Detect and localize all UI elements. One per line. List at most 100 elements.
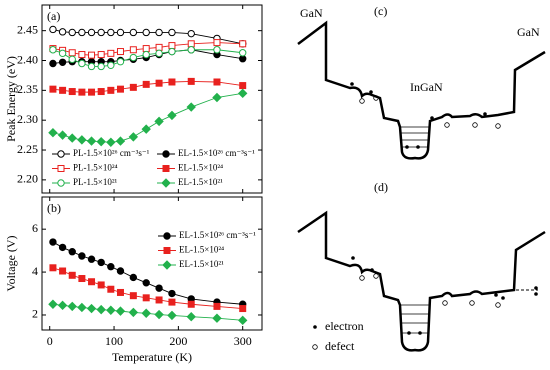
marker (187, 40, 195, 48)
marker (168, 298, 176, 306)
y-tick-label: 6 (32, 221, 38, 235)
marker (87, 255, 96, 263)
marker (97, 51, 105, 59)
label: GaN (517, 25, 540, 39)
marker (97, 62, 105, 71)
marker (57, 300, 68, 311)
marker (141, 308, 151, 318)
legend-label: EL-1.5×10²⁶ cm⁻³s⁻¹ (178, 148, 255, 158)
electrons (313, 256, 538, 335)
marker (168, 78, 176, 86)
plot-frame (41, 4, 263, 194)
y-tick-label: 2.25 (17, 142, 38, 156)
x-tick-label: 0 (47, 334, 53, 348)
marker (97, 281, 105, 289)
marker (129, 273, 138, 282)
marker (142, 294, 150, 302)
marker (78, 275, 86, 283)
marker (239, 82, 247, 90)
marker (155, 284, 163, 292)
marker (213, 39, 221, 47)
marker (154, 116, 164, 127)
marker (129, 28, 138, 37)
legend-label: PL-1.5×10²¹ (73, 177, 118, 187)
marker (57, 130, 68, 140)
marker (88, 278, 96, 286)
marker (167, 110, 177, 121)
marker (168, 289, 176, 298)
x-tick-label: 200 (169, 334, 187, 348)
levels (400, 304, 430, 334)
y-tick-label: 2.20 (17, 172, 38, 186)
y-tick-label: 2.40 (17, 52, 38, 66)
marker (49, 238, 57, 246)
legend-label: EL-1.5×10²⁴ (179, 245, 224, 255)
legend-label: PL-1.5×10²⁶ cm⁻³s⁻¹ (73, 148, 150, 158)
marker (162, 150, 170, 158)
marker (116, 85, 124, 93)
marker (67, 301, 77, 312)
marker (239, 305, 247, 313)
marker (59, 267, 67, 275)
marker (68, 49, 76, 57)
diagram-d (297, 210, 546, 352)
marker (128, 132, 139, 142)
legend-label: EL-1.5×10²⁶ cm⁻³s⁻¹ (179, 230, 256, 240)
marker (58, 49, 67, 58)
marker (107, 28, 115, 37)
marker (116, 57, 125, 66)
marker (213, 302, 221, 310)
marker (141, 124, 151, 134)
legend-label: defect (325, 339, 355, 353)
legend-label: EL-1.5×10²¹ (178, 177, 223, 187)
marker (116, 48, 124, 56)
panel-label: (d) (374, 180, 388, 194)
marker (155, 79, 163, 87)
marker (78, 28, 86, 37)
marker (187, 77, 195, 85)
marker (97, 28, 105, 37)
marker (58, 28, 67, 36)
marker (115, 306, 126, 316)
marker (168, 42, 176, 50)
y-tick-label: 2.35 (17, 82, 38, 96)
marker (142, 279, 150, 287)
marker (107, 86, 115, 94)
marker (186, 311, 196, 322)
marker (187, 29, 195, 38)
marker (115, 136, 126, 146)
marker (96, 304, 106, 315)
marker (116, 267, 125, 275)
marker (78, 88, 86, 96)
marker (239, 55, 247, 63)
marker (87, 62, 96, 71)
y-tick-label: 2.45 (17, 22, 38, 36)
band-edge (297, 20, 546, 160)
marker (77, 302, 87, 313)
marker (107, 49, 115, 57)
marker (129, 83, 137, 91)
marker (86, 136, 97, 146)
plot-frame (41, 196, 263, 331)
defects (359, 95, 501, 129)
marker (57, 165, 65, 172)
marker (116, 28, 125, 37)
defects (312, 273, 501, 350)
legend-label: EL-1.5×10²⁴ (178, 163, 223, 173)
marker (129, 53, 138, 62)
marker (168, 47, 176, 56)
marker (68, 248, 76, 256)
marker (162, 260, 172, 270)
y-axis-label: Peak Energy (eV) (4, 56, 18, 142)
marker (49, 25, 57, 34)
marker (163, 232, 171, 240)
marker (142, 80, 150, 88)
marker (106, 137, 116, 147)
marker (67, 133, 77, 143)
marker (142, 28, 150, 37)
marker (78, 59, 86, 68)
x-axis-label: Temperature (K) (112, 350, 192, 364)
marker (237, 315, 248, 326)
panel-label: (c) (374, 4, 387, 18)
legend-label: electron (325, 319, 364, 333)
